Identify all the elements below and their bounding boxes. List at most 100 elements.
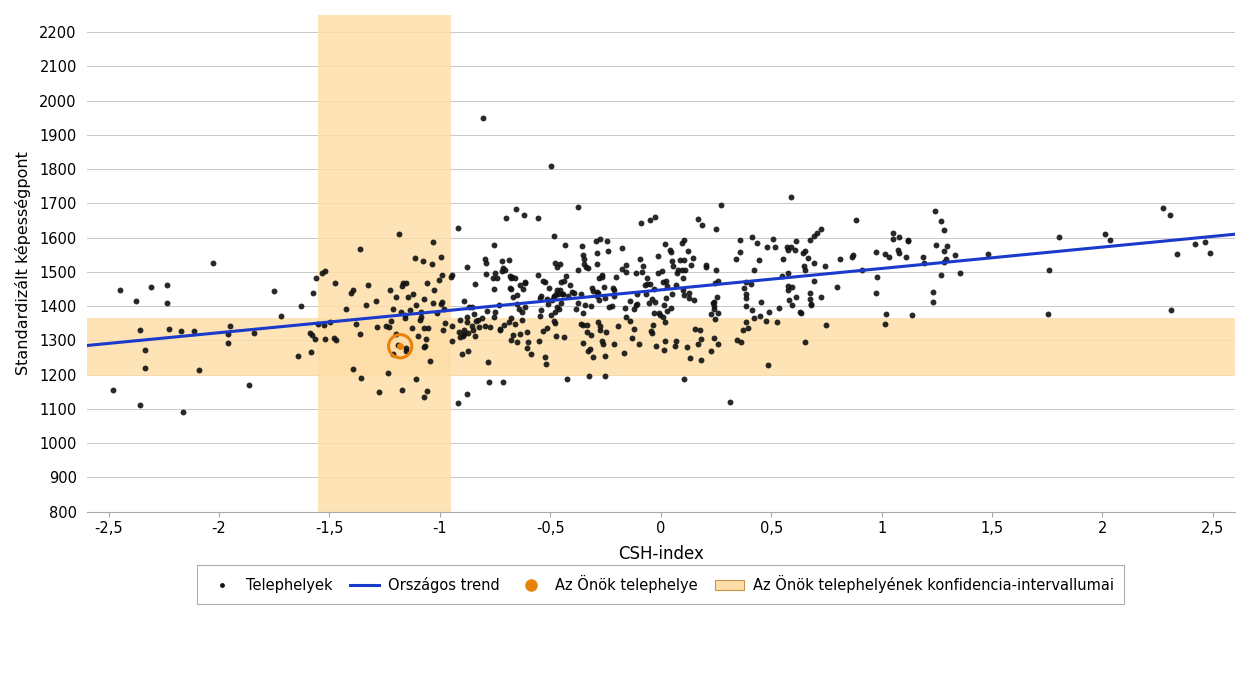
Point	[392, 280, 412, 291]
Point	[648, 251, 668, 262]
Point	[418, 323, 437, 334]
Point	[707, 275, 727, 286]
Point	[530, 310, 550, 321]
Point	[505, 273, 525, 284]
Point	[654, 300, 674, 311]
Point	[830, 254, 850, 264]
Point	[414, 322, 434, 333]
Point	[669, 264, 689, 275]
Point	[801, 299, 821, 310]
Point	[386, 329, 406, 340]
Point	[640, 278, 660, 289]
Point	[500, 271, 520, 282]
Point	[624, 303, 644, 314]
Point	[535, 352, 555, 363]
Point	[476, 269, 496, 280]
Point	[442, 335, 462, 346]
Point	[491, 265, 511, 276]
Point	[500, 273, 520, 284]
Point	[711, 199, 731, 210]
Point	[173, 407, 192, 418]
Point	[590, 325, 610, 336]
Point	[510, 280, 530, 291]
Point	[602, 283, 622, 294]
Point	[728, 335, 748, 346]
Point	[786, 236, 806, 247]
Point	[616, 260, 636, 271]
Point	[592, 335, 612, 346]
Point	[689, 213, 709, 224]
Point	[601, 301, 621, 312]
Point	[740, 278, 760, 289]
Point	[551, 298, 571, 309]
Point	[571, 289, 591, 300]
Point	[642, 293, 662, 304]
Point	[594, 339, 614, 350]
Point	[914, 257, 934, 268]
Point	[402, 323, 422, 334]
Point	[811, 223, 831, 234]
Point	[1038, 309, 1058, 320]
Point	[431, 296, 451, 307]
Point	[529, 213, 549, 224]
Point	[485, 283, 505, 294]
Point	[574, 307, 594, 318]
Point	[351, 373, 371, 384]
Point	[550, 258, 570, 269]
Point	[414, 294, 434, 305]
Point	[588, 287, 608, 298]
Point	[685, 324, 705, 335]
Point	[490, 325, 510, 336]
Bar	[319, 15, 451, 512]
Point	[126, 295, 146, 306]
Point	[588, 248, 608, 259]
Point	[490, 323, 510, 334]
Point	[782, 282, 802, 293]
Bar	[86, 318, 1235, 376]
Point	[778, 281, 798, 292]
Point	[189, 364, 209, 375]
Point	[428, 308, 448, 319]
Point	[135, 345, 155, 356]
Point	[462, 324, 482, 335]
Point	[744, 312, 764, 323]
Point	[405, 253, 425, 264]
Point	[978, 248, 998, 259]
Point	[590, 321, 610, 332]
Point	[662, 256, 682, 267]
Point	[786, 292, 806, 303]
Point	[599, 302, 619, 313]
Point	[501, 335, 521, 346]
Point	[706, 265, 726, 276]
Point	[244, 328, 264, 339]
Point	[556, 373, 576, 384]
Point	[510, 328, 530, 339]
Point	[485, 267, 505, 278]
Point	[649, 307, 669, 318]
Point	[853, 264, 872, 275]
Point	[410, 311, 430, 322]
Point	[595, 371, 615, 382]
Point	[707, 339, 727, 350]
Point	[392, 277, 412, 288]
Point	[645, 296, 665, 307]
Point	[344, 363, 364, 374]
Point	[411, 306, 431, 317]
Point	[592, 269, 612, 280]
Point	[240, 379, 260, 390]
Legend: Telephelyek, Országos trend, Az Önök telephelye, Az Önök telephelyének konfidenc: Telephelyek, Országos trend, Az Önök tel…	[198, 565, 1124, 604]
Point	[664, 260, 684, 271]
Point	[386, 292, 406, 303]
Point	[875, 319, 895, 330]
Point	[336, 304, 356, 315]
Point	[898, 235, 918, 246]
Point	[661, 302, 681, 313]
Point	[485, 240, 505, 251]
Point	[934, 225, 954, 236]
Point	[515, 302, 535, 313]
Point	[679, 287, 699, 298]
Point	[592, 272, 612, 283]
Point	[448, 398, 468, 409]
Point	[720, 397, 740, 408]
Point	[414, 255, 434, 266]
